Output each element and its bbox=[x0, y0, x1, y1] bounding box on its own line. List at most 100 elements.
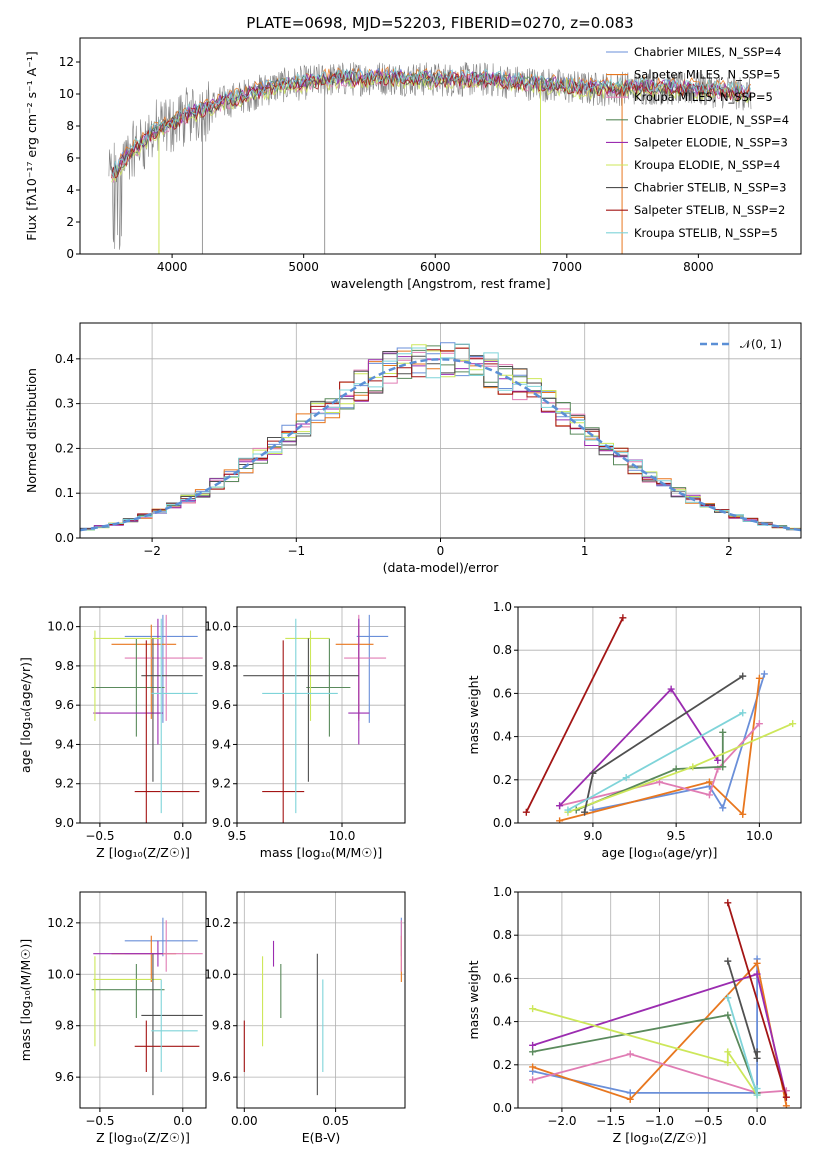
y-tick-label: 9.2 bbox=[212, 777, 231, 791]
x-tick-label: 10.0 bbox=[329, 829, 356, 843]
weight-marker bbox=[619, 614, 627, 622]
x-tick-label: 0.0 bbox=[173, 1114, 192, 1128]
weight-series-line bbox=[525, 617, 624, 813]
weight-marker bbox=[626, 1089, 634, 1097]
weight-marker bbox=[689, 763, 697, 771]
y-tick-label: 0.1 bbox=[55, 486, 74, 500]
weight-marker bbox=[753, 1085, 761, 1093]
y-tick-label: 0.2 bbox=[493, 773, 512, 787]
age-vs-metallicity-panel: −0.5 0.0 9.0 9.2 9.4 9.6 9.8 10.0 Z [log₁₀(Z/Z☉)… bbox=[18, 606, 207, 860]
weight-marker bbox=[522, 808, 530, 816]
y-axis-label: mass [log₁₀(M/M☉)] bbox=[18, 939, 33, 1061]
figure-title: PLATE=0698, MJD=52203, FIBERID=0270, z=0… bbox=[246, 14, 633, 32]
x-tick-label: 8000 bbox=[683, 260, 714, 274]
legend-entry: Kroupa STELIB, N_SSP=5 bbox=[634, 226, 778, 240]
x-tick-label: −1.5 bbox=[596, 1114, 625, 1128]
y-tick-label: 9.6 bbox=[212, 1070, 231, 1084]
axes-frame bbox=[79, 606, 207, 824]
x-tick-label: 5000 bbox=[288, 260, 319, 274]
x-axis-label: Z [log₁₀(Z/Z☉)] bbox=[96, 845, 190, 860]
weight-marker bbox=[529, 1063, 537, 1071]
x-axis-label: Z [log₁₀(Z/Z☉)] bbox=[96, 1130, 190, 1145]
legend-entry: Chabrier ELODIE, N_SSP=4 bbox=[634, 113, 789, 127]
weight-marker bbox=[755, 720, 763, 728]
weight-series-line bbox=[532, 1053, 787, 1094]
y-tick-label: 10.0 bbox=[47, 967, 74, 981]
weight-marker bbox=[705, 778, 713, 786]
y-tick-label: 9.0 bbox=[55, 816, 74, 830]
x-axis-label: wavelength [Angstrom, rest frame] bbox=[330, 276, 550, 291]
weight-series-line bbox=[532, 959, 758, 1094]
axes-frame bbox=[79, 891, 207, 1109]
weight-series-line bbox=[532, 1014, 758, 1094]
plot-area bbox=[529, 899, 790, 1108]
legend-entry: Kroupa MILES, N_SSP=5 bbox=[634, 90, 773, 104]
weight-marker bbox=[622, 774, 630, 782]
x-tick-label: −1 bbox=[287, 544, 305, 558]
x-tick-label: 6000 bbox=[420, 260, 451, 274]
y-tick-label: 10.0 bbox=[204, 967, 231, 981]
weight-marker bbox=[760, 670, 768, 678]
y-tick-label: 9.4 bbox=[212, 737, 231, 751]
weight-series-line bbox=[559, 722, 761, 807]
weight-marker bbox=[667, 685, 675, 693]
y-tick-label: 9.0 bbox=[212, 816, 231, 830]
weight-marker bbox=[753, 1054, 761, 1062]
x-tick-label: 7000 bbox=[552, 260, 583, 274]
residual-histogram bbox=[80, 343, 801, 531]
x-tick-label: 0.05 bbox=[322, 1114, 349, 1128]
plot-area bbox=[243, 614, 389, 823]
weight-series-line bbox=[559, 678, 761, 822]
mass-vs-ebv-panel: 0.00 0.05 9.6 9.8 10.0 10.2 E(B-V) bbox=[204, 891, 406, 1145]
y-tick-label: 9.8 bbox=[55, 1019, 74, 1033]
legend-entry: Salpeter ELODIE, N_SSP=3 bbox=[634, 135, 788, 149]
weight-marker bbox=[529, 1041, 537, 1049]
x-tick-label: 9.0 bbox=[583, 829, 602, 843]
y-tick-label: 0.0 bbox=[55, 531, 74, 545]
plot-area bbox=[108, 62, 752, 254]
y-axis-label: Flux [fλ10⁻¹⁷ erg cm⁻² s⁻¹ A⁻¹] bbox=[24, 51, 39, 240]
y-tick-label: 9.4 bbox=[55, 737, 74, 751]
y-axis-label: age [log₁₀(age/yr)] bbox=[18, 657, 33, 773]
weight-marker bbox=[719, 804, 727, 812]
weight-marker bbox=[581, 808, 589, 816]
weight-marker bbox=[755, 674, 763, 682]
y-tick-label: 0.8 bbox=[493, 928, 512, 942]
y-axis-label: mass weight bbox=[466, 675, 481, 754]
y-tick-label: 4 bbox=[66, 183, 74, 197]
y-tick-label: 10.2 bbox=[47, 916, 74, 930]
y-tick-label: 0.6 bbox=[493, 971, 512, 985]
weight-series-line bbox=[575, 732, 724, 811]
weight-marker bbox=[724, 1059, 732, 1067]
weight-marker bbox=[529, 1076, 537, 1084]
plot-area bbox=[91, 614, 203, 823]
x-axis-label: E(B-V) bbox=[302, 1130, 341, 1145]
x-tick-label: 9.5 bbox=[227, 829, 246, 843]
normal-curve-line bbox=[80, 358, 801, 532]
y-tick-label: 10 bbox=[59, 87, 74, 101]
y-tick-label: 0.6 bbox=[493, 686, 512, 700]
weight-marker bbox=[724, 899, 732, 907]
weight-marker bbox=[626, 1095, 634, 1103]
weight-marker bbox=[724, 1011, 732, 1019]
weight-marker bbox=[782, 1093, 790, 1101]
weight-marker bbox=[782, 1102, 790, 1108]
plot-area bbox=[80, 342, 801, 532]
x-tick-label: −1.0 bbox=[645, 1114, 674, 1128]
y-tick-label: 0.0 bbox=[493, 1101, 512, 1115]
weight-marker bbox=[556, 817, 564, 823]
axes-frame bbox=[79, 37, 802, 255]
x-tick-label: −2.0 bbox=[547, 1114, 576, 1128]
y-tick-label: 1.0 bbox=[493, 600, 512, 614]
y-tick-label: 0.3 bbox=[55, 397, 74, 411]
y-tick-label: 12 bbox=[59, 55, 74, 69]
x-tick-label: 1 bbox=[581, 544, 589, 558]
weight-marker bbox=[753, 959, 761, 967]
age-vs-mass-panel: 9.5 10.0 9.0 9.2 9.4 9.6 9.8 10.0 mass [log₁₀(M/… bbox=[204, 606, 406, 860]
x-tick-label: −2 bbox=[143, 544, 161, 558]
legend-entry: Salpeter MILES, N_SSP=5 bbox=[634, 68, 780, 82]
legend-entry: 𝒩(0, 1) bbox=[740, 337, 782, 351]
weight-marker bbox=[753, 970, 761, 978]
y-tick-label: 0.2 bbox=[55, 441, 74, 455]
weight-marker bbox=[739, 709, 747, 717]
